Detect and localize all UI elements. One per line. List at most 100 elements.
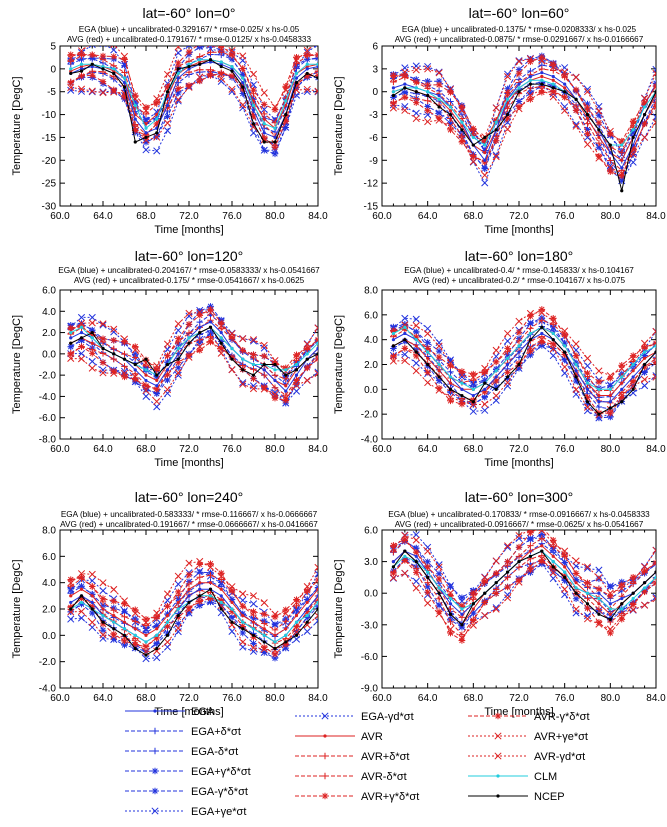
x-axis-label: Time [months] xyxy=(154,224,223,236)
panel-subtitle-avg: AVG (red) + uncalibrated-0.179167/ * rms… xyxy=(67,35,311,44)
series-ncep-point xyxy=(620,189,624,193)
legend-label: AVR+γe*σt xyxy=(534,731,588,743)
avr-plus-gamma-e-point xyxy=(99,579,107,587)
avr-minus-gamma-d-point xyxy=(469,401,477,409)
series-ega-point xyxy=(176,76,180,80)
series-clm-point xyxy=(631,128,635,132)
series-clm-point xyxy=(316,341,318,345)
series-ega-point xyxy=(79,67,84,71)
series-ega-point xyxy=(251,108,256,112)
avr-plus-gamma-delta-point xyxy=(390,542,397,549)
avr-plus-gamma-e-point xyxy=(583,563,592,571)
avr-minus-gamma-delta-point xyxy=(629,601,637,608)
series-ega-point xyxy=(133,368,137,372)
avr-minus-gamma-delta-point xyxy=(99,359,107,366)
avr-plus-gamma-delta-line xyxy=(70,563,318,620)
ega-plus-gamma-delta-point xyxy=(132,350,139,358)
avr-minus-gamma-delta-point xyxy=(618,616,625,623)
ega-plus-gamma-delta-point xyxy=(641,352,648,359)
avr-plus-gamma-e-point xyxy=(572,340,580,348)
ega-plus-gamma-e-point xyxy=(110,328,118,336)
avr-minus-gamma-d-point xyxy=(120,633,129,641)
avr-plus-gamma-delta-point xyxy=(185,321,193,328)
series-ncep-point xyxy=(90,607,94,611)
series-ncep-point xyxy=(460,393,464,398)
avr-plus-gamma-e-point xyxy=(206,309,215,317)
ega-plus-gamma-delta-point xyxy=(132,99,139,106)
avr-minus-gamma-delta-point xyxy=(239,85,246,93)
avr-minus-gamma-d xyxy=(67,69,318,147)
avr-minus-delta-line xyxy=(70,69,318,137)
panel-title: lat=-60° lon=0° xyxy=(143,5,236,21)
series-ncep-point xyxy=(208,587,213,591)
avr-minus-gamma-d xyxy=(67,592,318,656)
y-axis-label: Temperature [DegC] xyxy=(11,315,23,414)
avr-minus-gamma-d-point xyxy=(239,101,247,109)
series-avr-point xyxy=(69,69,73,73)
series-ncep-point xyxy=(112,352,116,356)
ega-plus-gamma-e-point xyxy=(526,534,534,542)
avr-minus-gamma-delta-point xyxy=(239,623,246,630)
x-tick-label: 72.0 xyxy=(509,211,529,222)
ega-minus-gamma-delta-point xyxy=(164,113,171,120)
ega-plus-gamma-delta-point xyxy=(390,323,397,331)
ega-minus-gamma-delta-point xyxy=(228,614,236,621)
avr-plus-gamma-e-point xyxy=(595,367,603,375)
series-ega-point xyxy=(585,387,590,391)
avr-minus-gamma-d-point xyxy=(249,385,258,393)
series-avr-point xyxy=(230,600,234,605)
series-clm-point xyxy=(471,135,475,140)
panel-title: lat=-60° lon=60° xyxy=(469,5,570,21)
avr-plus-gamma-delta xyxy=(67,560,318,623)
avr-minus-gamma-delta xyxy=(67,595,318,658)
series-ncep-point xyxy=(133,140,137,144)
avr-minus-gamma-delta-point xyxy=(492,137,500,144)
avr-minus-gamma-delta-point xyxy=(207,72,214,79)
ega-minus-gamma-delta-point xyxy=(527,351,534,359)
legend-label: NCEP xyxy=(534,791,565,803)
avr-minus-delta-line xyxy=(70,336,318,396)
ega-plus-gamma-delta-point xyxy=(435,347,443,355)
series-clm-point xyxy=(505,97,510,101)
avr-minus-gamma-delta-point xyxy=(228,72,236,80)
panel-subtitle-ega: EGA (blue) + uncalibrated-0.329167/ * rm… xyxy=(79,25,300,34)
series-clm-point xyxy=(460,120,464,124)
legend-label: AVR+γ*δ*σt xyxy=(361,791,419,803)
x-tick-label: 80.0 xyxy=(265,211,285,222)
series-ncep-point xyxy=(517,362,521,367)
series-ncep-point xyxy=(528,82,533,86)
series-clm-point xyxy=(608,607,612,611)
series-ega-point xyxy=(414,554,418,558)
series-ncep-line xyxy=(70,59,318,143)
avr-minus-gamma-delta-point xyxy=(132,376,139,383)
series-ncep-point xyxy=(620,400,624,404)
ega-plus-gamma-e-point xyxy=(249,337,258,345)
series-ncep-point xyxy=(262,640,266,644)
series-clm xyxy=(69,58,318,130)
avr-minus-gamma-delta-point xyxy=(470,396,477,404)
x-tick-label: 80.0 xyxy=(601,444,621,455)
series-clm xyxy=(69,594,318,644)
avr-minus-delta-point xyxy=(196,66,203,73)
avr-minus-gamma-delta-point xyxy=(435,608,443,615)
avr-plus-gamma-e-point xyxy=(538,57,546,65)
avr-minus-gamma-delta-point xyxy=(492,377,500,385)
avr-minus-gamma-d-point xyxy=(595,620,603,628)
avr-plus-gamma-e-point xyxy=(469,373,477,381)
series-avr-point xyxy=(631,369,635,373)
avr-plus-gamma-delta-point xyxy=(250,351,257,358)
series-ncep-point xyxy=(198,594,202,598)
avr-plus-delta-point xyxy=(142,622,150,629)
avr-plus-gamma-e-point xyxy=(314,324,318,332)
series-avr-point xyxy=(574,581,578,585)
avr-plus-gamma-e-point xyxy=(292,354,301,362)
series-avr-point xyxy=(585,116,590,120)
avr-plus-gamma-delta-point xyxy=(228,587,236,594)
avr-plus-gamma-delta-point xyxy=(99,595,107,602)
avr-plus-gamma-e-point xyxy=(77,570,86,578)
series-ncep-point xyxy=(187,600,191,605)
y-axis-label: Temperature [DegC] xyxy=(333,559,345,658)
ega-plus-gamma-delta-point xyxy=(304,55,311,63)
series-ncep-point xyxy=(133,646,137,651)
avr-plus-delta-point xyxy=(515,553,523,560)
